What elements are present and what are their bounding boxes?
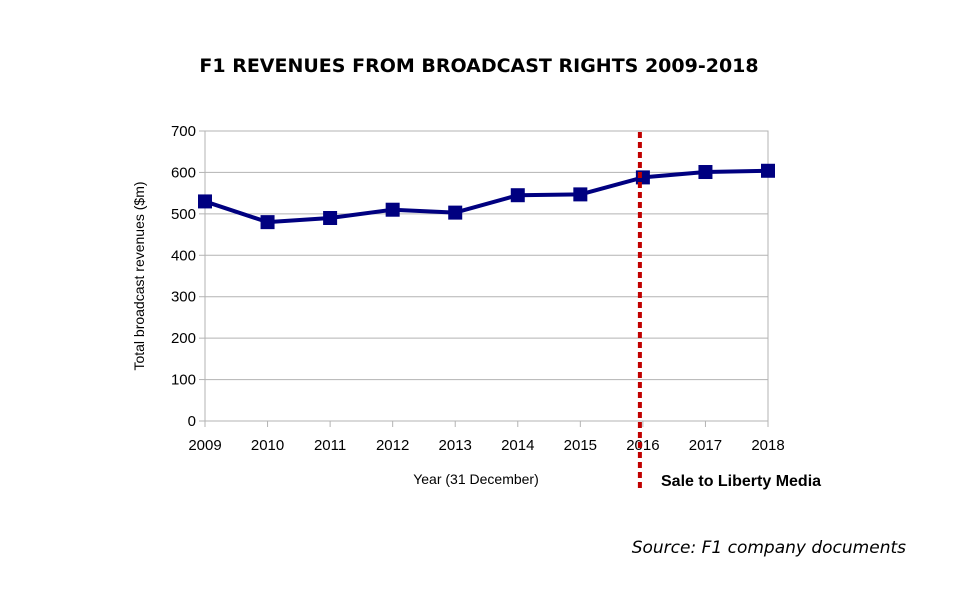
data-point bbox=[385, 202, 400, 217]
x-axis-ticks: 2009 2010 2011 2012 2013 2014 2015 2016 2017 2018 bbox=[188, 421, 785, 454]
data-point bbox=[260, 215, 275, 230]
y-tick-label: 300 bbox=[171, 289, 196, 306]
data-point bbox=[198, 194, 212, 209]
y-tick-label: 600 bbox=[171, 164, 196, 181]
y-tick-label: 200 bbox=[171, 330, 196, 347]
y-tick-label: 400 bbox=[171, 247, 196, 264]
x-tick-label: 2010 bbox=[251, 437, 284, 454]
chart-title: F1 REVENUES FROM BROADCAST RIGHTS 2009-2… bbox=[199, 55, 758, 77]
data-point bbox=[573, 187, 588, 202]
annotation-label: Sale to Liberty Media bbox=[661, 473, 821, 490]
y-tick-label: 500 bbox=[171, 206, 196, 223]
data-point bbox=[698, 165, 713, 180]
data-point bbox=[761, 163, 775, 178]
data-point bbox=[323, 211, 338, 225]
gridlines bbox=[205, 130, 768, 422]
y-tick-label: 700 bbox=[171, 123, 196, 140]
x-tick-label: 2009 bbox=[188, 437, 221, 454]
data-point bbox=[510, 188, 525, 203]
x-tick-label: 2011 bbox=[314, 437, 346, 454]
series-line bbox=[204, 168, 769, 225]
x-tick-label: 2014 bbox=[501, 437, 534, 454]
y-axis-label: Total broadcast revenues ($m) bbox=[131, 181, 147, 370]
y-tick-label: 0 bbox=[188, 413, 196, 430]
data-point bbox=[448, 205, 463, 220]
x-tick-label: 2017 bbox=[689, 437, 722, 454]
y-axis-ticks: 0 100 200 300 400 500 600 700 bbox=[171, 123, 205, 430]
x-tick-label: 2012 bbox=[376, 437, 409, 454]
source-note: Source: F1 company documents bbox=[632, 538, 906, 558]
x-tick-label: 2015 bbox=[564, 437, 597, 454]
y-tick-label: 100 bbox=[171, 372, 196, 389]
x-tick-label: 2013 bbox=[439, 437, 472, 454]
series-revenue bbox=[198, 163, 775, 230]
x-axis-label: Year (31 December) bbox=[413, 471, 539, 487]
plot-frame bbox=[204, 130, 769, 422]
x-tick-label: 2016 bbox=[626, 437, 659, 454]
x-tick-label: 2018 bbox=[751, 437, 784, 454]
